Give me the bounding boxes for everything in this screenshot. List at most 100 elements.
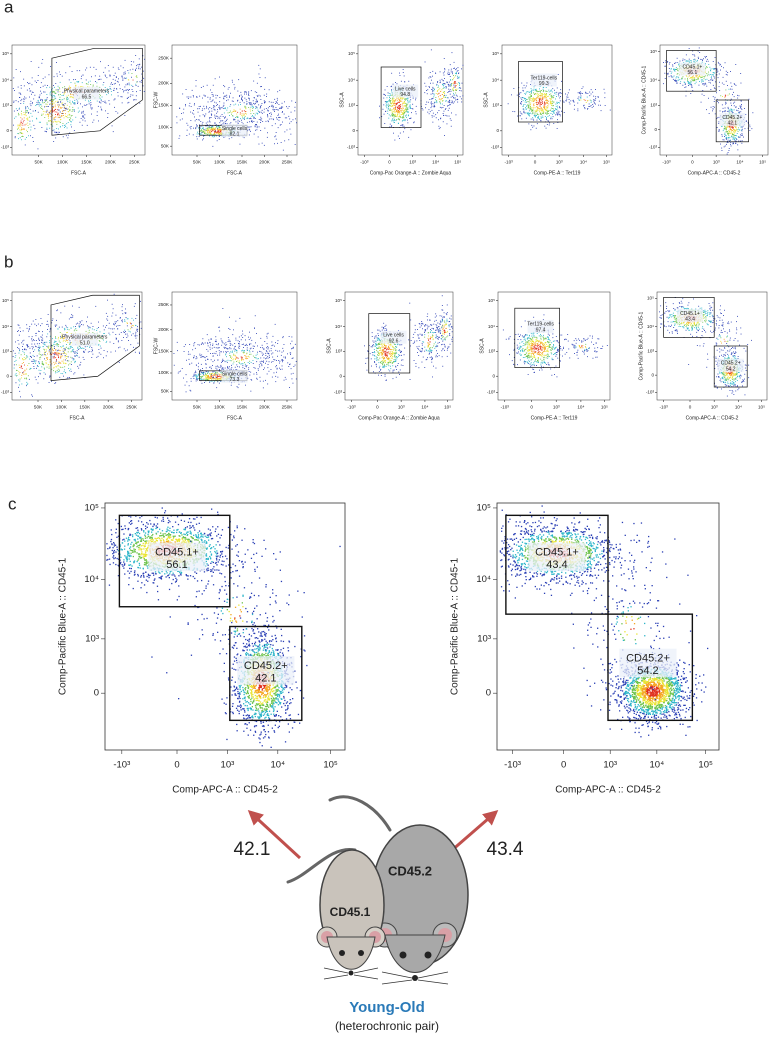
event-dot [525,98,526,99]
event-dot [255,130,256,131]
event-dot [440,71,441,72]
event-dot [72,109,73,110]
event-dot [731,86,732,87]
event-dot [40,357,41,358]
event-dot [97,86,98,87]
event-dot [255,101,256,102]
event-dot [54,95,55,96]
event-dot [191,106,192,107]
event-dot [39,340,40,341]
event-dot [210,127,211,128]
event-dot [537,109,538,110]
event-dot [190,97,191,98]
event-dot [109,334,110,335]
event-dot [71,127,72,128]
event-dot [244,115,245,116]
event-dot [665,66,666,67]
event-dot [53,122,54,123]
event-dot [669,76,670,77]
event-dot [536,128,537,129]
event-dot [215,117,216,118]
event-dot [388,104,389,105]
event-dot [403,117,404,118]
event-dot [193,110,194,111]
event-dot [138,68,139,69]
event-dot [64,348,65,349]
event-dot [543,90,544,91]
event-dot [746,121,747,122]
event-dot [260,96,261,97]
event-dot [393,100,394,101]
event-dot [552,97,553,98]
event-dot [508,103,509,104]
event-dot [27,118,28,119]
event-dot [710,89,711,90]
event-dot [725,95,726,96]
event-dot [115,73,116,74]
event-dot [42,114,43,115]
event-dot [88,328,89,329]
event-dot [14,101,15,102]
event-dot [738,136,739,137]
event-dot [240,104,241,105]
event-dot [270,112,271,113]
event-dot [444,92,445,93]
event-dot [208,134,209,135]
event-dot [711,69,712,70]
event-dot [69,114,70,115]
event-dot [113,332,114,333]
event-dot [717,74,718,75]
event-dot [546,87,547,88]
event-dot [199,106,200,107]
event-dot [193,134,194,135]
event-dot [26,115,27,116]
event-dot [696,79,697,80]
event-dot [121,340,122,341]
event-dot [65,341,66,342]
event-dot [741,109,742,110]
event-dot [47,110,48,111]
event-dot [219,101,220,102]
event-dot [528,113,529,114]
event-dot [431,49,432,50]
event-dot [280,117,281,118]
event-dot [454,62,455,63]
event-dot [180,120,181,121]
event-dot [688,83,689,84]
event-dot [534,94,535,95]
event-dot [457,71,458,72]
event-dot [72,120,73,121]
event-dot [708,74,709,75]
event-dot [457,96,458,97]
event-dot [403,107,404,108]
event-dot [54,364,55,365]
event-dot [32,396,33,397]
event-dot [124,74,125,75]
event-dot [676,76,677,77]
event-dot [125,350,126,351]
event-dot [447,92,448,93]
event-dot [537,102,538,103]
event-dot [13,77,14,78]
event-dot [731,127,732,128]
event-dot [246,114,247,115]
event-dot [45,101,46,102]
event-dot [23,112,24,113]
event-dot [75,351,76,352]
event-dot [74,359,75,360]
event-dot [694,77,695,78]
event-dot [58,110,59,111]
event-dot [215,95,216,96]
event-dot [58,117,59,118]
y-tick-label: 10³ [348,103,355,108]
event-dot [255,126,256,127]
event-dot [61,113,62,114]
event-dot [33,111,34,112]
event-dot [30,109,31,110]
event-dot [406,106,407,107]
event-dot [58,91,59,92]
event-dot [111,82,112,83]
event-dot [530,107,531,108]
event-dot [124,332,125,333]
event-dot [128,90,129,91]
